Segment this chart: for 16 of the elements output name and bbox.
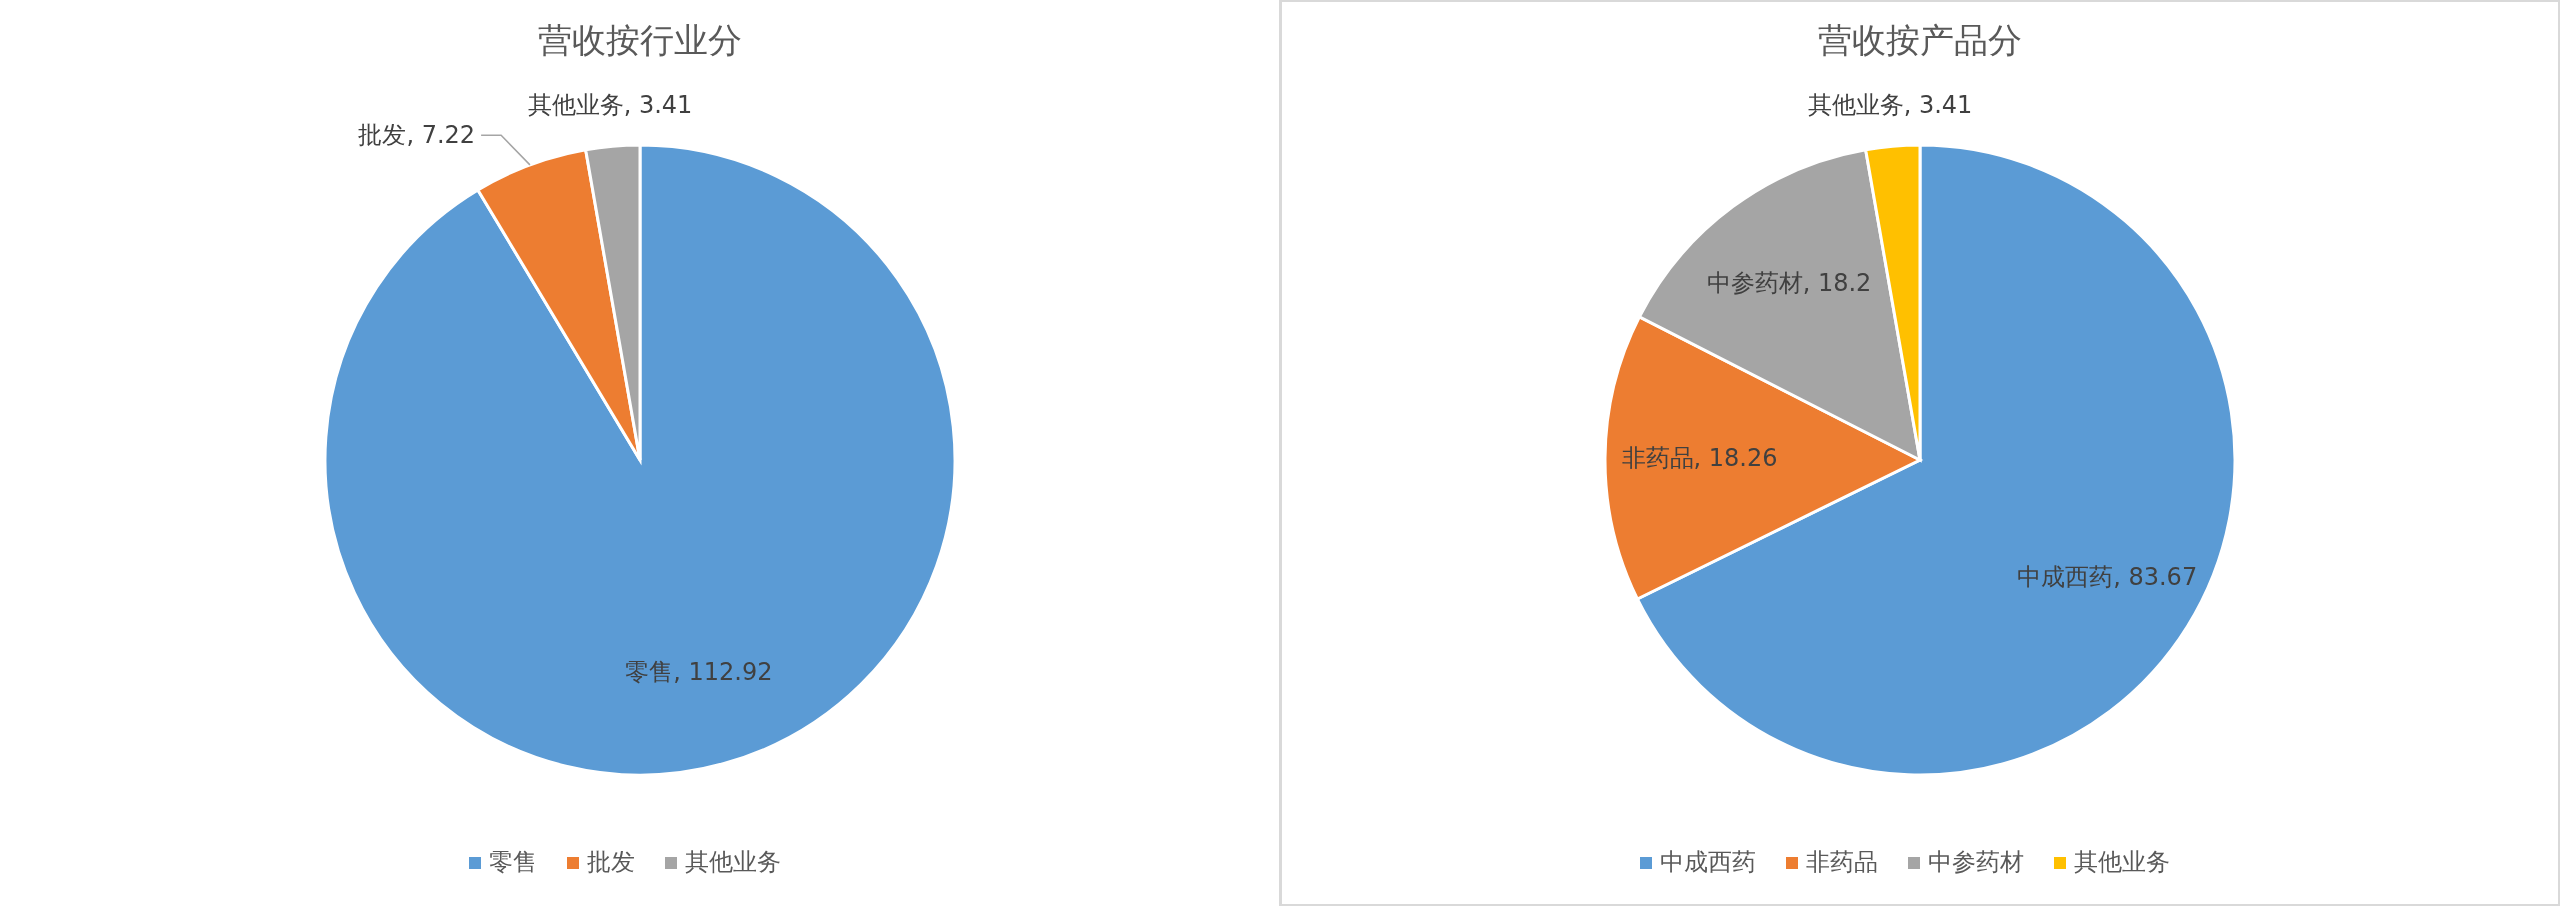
legend-label: 零售 xyxy=(489,848,537,876)
legend-label: 批发 xyxy=(587,848,635,876)
legend-label: 中参药材 xyxy=(1928,848,2024,876)
legend-label: 其他业务 xyxy=(685,848,781,876)
data-label: 零售, 112.92 xyxy=(625,658,773,687)
legend-label: 其他业务 xyxy=(2074,848,2170,876)
legend-label: 非药品 xyxy=(1806,848,1878,876)
data-label: 非药品, 18.26 xyxy=(1621,444,1778,473)
legend-label: 中成西药 xyxy=(1660,848,1756,876)
data-label: 其他业务, 3.41 xyxy=(1807,90,1973,119)
data-label: 其他业务, 3.41 xyxy=(527,90,693,119)
data-label: 中成西药, 83.67 xyxy=(2017,562,2198,591)
data-label: 批发, 7.22 xyxy=(358,121,476,150)
chart-title: 营收按产品分 xyxy=(1818,20,2022,60)
data-label: 中参药材, 18.2 xyxy=(1706,268,1872,297)
chart-title: 营收按行业分 xyxy=(538,20,742,60)
